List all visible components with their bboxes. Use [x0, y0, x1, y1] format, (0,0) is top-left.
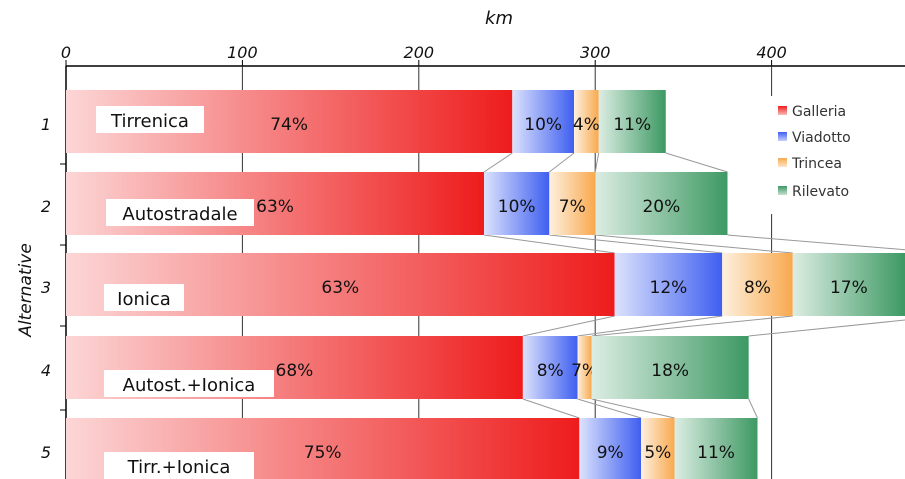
- data-label: 63%: [321, 278, 359, 298]
- bar-segment-trincea: [574, 90, 599, 153]
- x-axis-title: km: [485, 8, 513, 29]
- data-label: 10%: [524, 115, 562, 135]
- row-label-box: [96, 106, 204, 133]
- data-label: 63%: [256, 197, 294, 217]
- bar-segment-rilevato: [591, 336, 749, 399]
- data-label: 11%: [613, 115, 651, 135]
- x-tick-label: 100: [227, 43, 258, 62]
- legend-label: Galleria: [792, 104, 846, 120]
- connector-line: [665, 152, 728, 173]
- connector-line: [595, 234, 793, 254]
- legend-swatch: [778, 186, 787, 195]
- data-label: 75%: [304, 443, 342, 463]
- bar-segment-viadotto: [512, 90, 575, 153]
- bar-segment-viadotto: [579, 418, 642, 479]
- y-tick-label: 5: [41, 443, 51, 462]
- y-axis-title: Alternative: [16, 243, 36, 338]
- connector-line: [594, 152, 600, 173]
- data-label: 5%: [644, 443, 671, 463]
- connector-line: [591, 315, 793, 337]
- legend-swatch: [778, 106, 787, 115]
- y-tick-label: 3: [41, 278, 51, 297]
- x-tick-label: 300: [580, 43, 611, 62]
- data-label: 8%: [537, 361, 564, 381]
- connector-line: [522, 315, 615, 337]
- bar-segment-viadotto: [484, 172, 550, 235]
- row-label: Autostradale: [122, 204, 237, 225]
- connector-line: [748, 319, 905, 337]
- row-label-box: [104, 370, 274, 397]
- connector-line: [577, 398, 642, 419]
- legend-box: [770, 96, 896, 214]
- x-tick-label: 400: [756, 43, 787, 62]
- data-label: 10%: [498, 197, 536, 217]
- connector-line: [727, 234, 905, 251]
- y-tick-label: 2: [41, 197, 51, 216]
- connector-line: [591, 398, 675, 419]
- data-label: 9%: [597, 443, 624, 463]
- bar-segment-trincea: [577, 336, 592, 399]
- row-label-box: [104, 452, 254, 479]
- bar-segment-trincea: [722, 253, 793, 316]
- bar-segment-trincea: [549, 172, 596, 235]
- connector-layer: [483, 152, 905, 419]
- connector-line: [522, 398, 580, 419]
- connector-line: [549, 152, 575, 173]
- data-label: 18%: [651, 361, 689, 381]
- connector-line: [748, 398, 758, 419]
- y-tick-label: 4: [41, 361, 51, 380]
- row-label-box: [106, 199, 254, 226]
- row-label-box: [104, 284, 184, 311]
- data-label: 7%: [571, 361, 598, 381]
- data-label: 4%: [573, 115, 600, 135]
- bar-segment-rilevato: [792, 253, 905, 316]
- bar-segment-viadotto: [614, 253, 723, 316]
- connector-line: [483, 234, 615, 254]
- data-label: 17%: [830, 278, 868, 298]
- data-label: 68%: [276, 361, 314, 381]
- data-label: 74%: [270, 115, 308, 135]
- axis-layer: km Alternative 0 100 200 300 400 1 2 3 4 5: [16, 8, 787, 462]
- bar-segment-rilevato: [595, 172, 728, 235]
- legend: Galleria Viadotto Trincea Rilevato: [770, 96, 896, 214]
- row-label: Autost.+Ionica: [123, 375, 256, 396]
- bar-segment-trincea: [641, 418, 675, 479]
- legend-swatch: [778, 132, 787, 141]
- x-tick-label: 200: [404, 43, 435, 62]
- legend-swatch: [778, 158, 787, 167]
- bar-layer: 74% 10% 4% 11% Tirrenica 63% 10% 7% 20% Autostrad…: [66, 90, 905, 479]
- connector-line: [549, 234, 723, 254]
- data-label: 8%: [744, 278, 771, 298]
- legend-label: Viadotto: [792, 130, 851, 146]
- data-label: 11%: [697, 443, 735, 463]
- connector-line: [483, 152, 513, 173]
- row-label: Tirr.+Ionica: [127, 457, 231, 478]
- data-label: 20%: [642, 197, 680, 217]
- legend-label: Trincea: [791, 156, 842, 172]
- data-label: 7%: [559, 197, 586, 217]
- data-label: 12%: [650, 278, 688, 298]
- bar-segment-viadotto: [522, 336, 578, 399]
- x-tick-label: 0: [61, 43, 71, 62]
- row-label: Tirrenica: [110, 111, 189, 132]
- bar-segment-rilevato: [674, 418, 758, 479]
- y-tick-label: 1: [41, 115, 51, 134]
- connector-line: [577, 315, 723, 337]
- bar-segment-rilevato: [598, 90, 666, 153]
- row-label: Ionica: [117, 289, 171, 310]
- legend-label: Rilevato: [792, 184, 849, 200]
